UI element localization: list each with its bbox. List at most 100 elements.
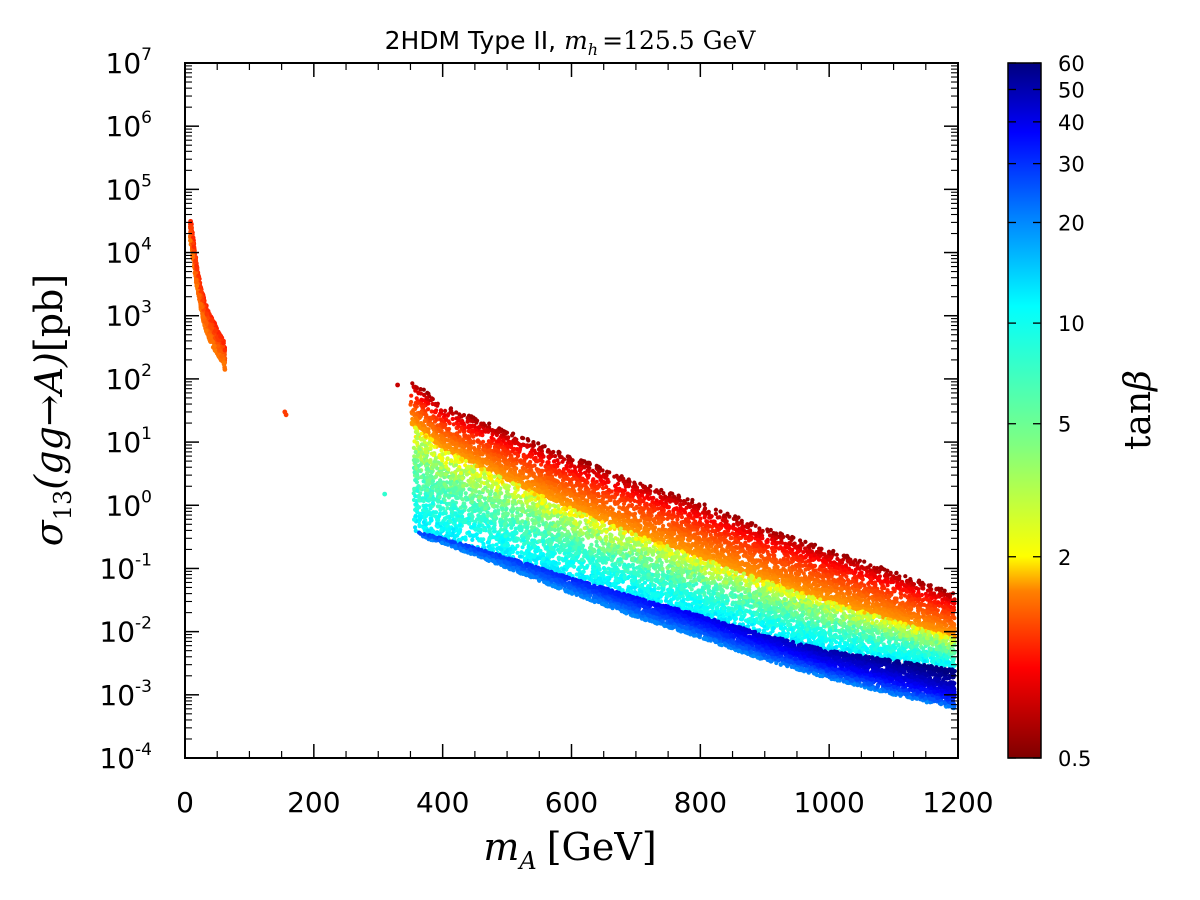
scatter-point [748, 529, 753, 534]
scatter-point [735, 545, 740, 550]
scatter-point [454, 445, 459, 450]
scatter-point [639, 489, 644, 494]
scatter-point [509, 445, 514, 450]
scatter-point [772, 553, 777, 558]
scatter-point [830, 588, 835, 593]
scatter-point [713, 511, 719, 516]
scatter-point [552, 486, 557, 491]
scatter-point [648, 496, 654, 501]
scatter-point [727, 562, 732, 567]
scatter-point [705, 519, 710, 525]
scatter-point [648, 502, 653, 507]
scatter-point [612, 474, 617, 479]
scatter-point [449, 409, 454, 414]
scatter-point [190, 252, 195, 258]
scatter-point [759, 554, 764, 559]
scatter-point [188, 238, 193, 243]
scatter-point [556, 461, 561, 466]
scatter-point [664, 534, 669, 540]
scatter-point [722, 529, 727, 535]
scatter-point [430, 401, 435, 407]
scatter-point [893, 600, 898, 605]
scatter-point [898, 591, 903, 596]
scatter-point [813, 568, 818, 573]
scatter-point [787, 560, 792, 565]
scatter-point [717, 515, 722, 520]
scatter-point [456, 422, 461, 427]
scatter-point [841, 594, 846, 599]
scatter-point [660, 515, 665, 520]
scatter-point [757, 569, 762, 574]
scatter-point [845, 554, 850, 559]
scatter-point [511, 462, 516, 468]
scatter-point [582, 477, 587, 483]
scatter-point [206, 333, 212, 338]
scatter-point [592, 494, 597, 499]
scatter-point [522, 462, 527, 467]
scatter-point [702, 502, 707, 507]
scatter-point [209, 318, 215, 323]
scatter-point [447, 426, 452, 432]
scatter-point [724, 548, 729, 553]
scatter-point [760, 536, 765, 541]
scatter-point [794, 571, 800, 576]
scatter-point [446, 419, 451, 424]
scatter-point [482, 448, 487, 453]
scatter-point [734, 517, 739, 522]
scatter-point [585, 498, 590, 503]
scatter-point [691, 516, 696, 521]
scatter-point [853, 569, 858, 575]
scatter-point [816, 557, 822, 562]
scatter-point [219, 354, 224, 359]
scatter-point [795, 550, 800, 555]
scatter-point [682, 532, 687, 537]
scatter-point [894, 596, 899, 601]
scatter-point [489, 428, 494, 433]
scatter-point [848, 559, 853, 564]
scatter-point [462, 432, 467, 438]
scatter-points [188, 219, 957, 711]
scatter-point [191, 244, 197, 250]
scatter-point [685, 497, 690, 502]
scatter-point [667, 522, 672, 527]
scatter-point [831, 548, 836, 554]
scatter-point [200, 314, 206, 319]
scatter-point [606, 479, 611, 484]
scatter-point [666, 505, 672, 510]
scatter-point [564, 476, 569, 481]
chart-title: 2HDM Type II, mh =125.5 GeV [385, 26, 757, 59]
scatter-point [703, 506, 708, 511]
scatter-point [741, 553, 746, 558]
scatter-point [702, 514, 707, 519]
scatter-point [489, 435, 494, 440]
scatter-point [487, 439, 492, 445]
scatter-point [783, 568, 788, 573]
scatter-point [659, 495, 664, 500]
scatter-point [607, 470, 612, 475]
scatter-point [919, 581, 924, 586]
scatter-point [828, 581, 833, 587]
scatter-point [193, 258, 199, 264]
scatter-point [894, 571, 899, 576]
scatter-point [723, 524, 728, 529]
scatter-point [486, 448, 491, 454]
scatter-point [523, 475, 528, 480]
scatter-point [632, 506, 637, 512]
scatter-point [530, 464, 535, 469]
scatter-point [471, 434, 476, 439]
scatter-point [210, 339, 215, 344]
scatter-point [382, 491, 388, 497]
scatter-point [925, 588, 931, 593]
scatter-point [215, 344, 221, 349]
scatter-point [658, 499, 663, 504]
scatter-point [213, 328, 218, 334]
scatter-point [564, 463, 569, 469]
scatter-point [553, 482, 558, 487]
scatter-point [907, 593, 912, 598]
scatter-point [674, 500, 680, 505]
scatter-point [572, 488, 577, 494]
scatter-point [776, 546, 782, 551]
scatter-point [487, 421, 492, 426]
scatter-point [546, 448, 551, 453]
scatter-point [770, 541, 775, 546]
